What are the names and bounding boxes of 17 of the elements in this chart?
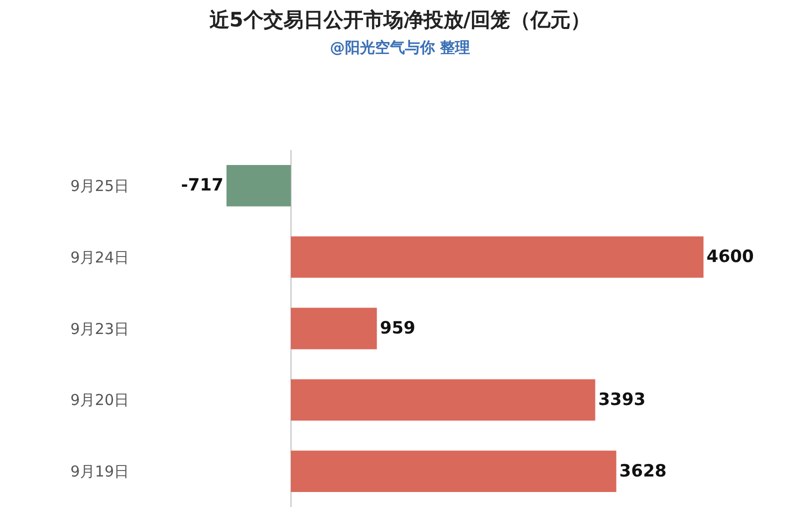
chart-title: 近5个交易日公开市场净投放/回笼（亿元） xyxy=(208,7,591,32)
y-tick-label: 9月20日 xyxy=(70,391,129,410)
bar xyxy=(290,308,377,350)
data-label: 4600 xyxy=(706,247,754,268)
chart-subtitle: @阳光空气与你 整理 xyxy=(330,38,470,56)
data-label: 3393 xyxy=(598,390,646,410)
data-label: -717 xyxy=(180,176,224,196)
data-label: 3628 xyxy=(619,461,667,482)
bar xyxy=(290,450,616,492)
data-label: 959 xyxy=(380,318,416,338)
y-tick-label: 9月23日 xyxy=(70,320,129,338)
bar xyxy=(290,236,704,278)
y-tick-label: 9月24日 xyxy=(70,248,129,266)
bar xyxy=(290,379,596,421)
y-tick-label: 9月25日 xyxy=(70,176,129,195)
bar xyxy=(226,164,291,206)
y-tick-label: 9月19日 xyxy=(70,462,129,481)
